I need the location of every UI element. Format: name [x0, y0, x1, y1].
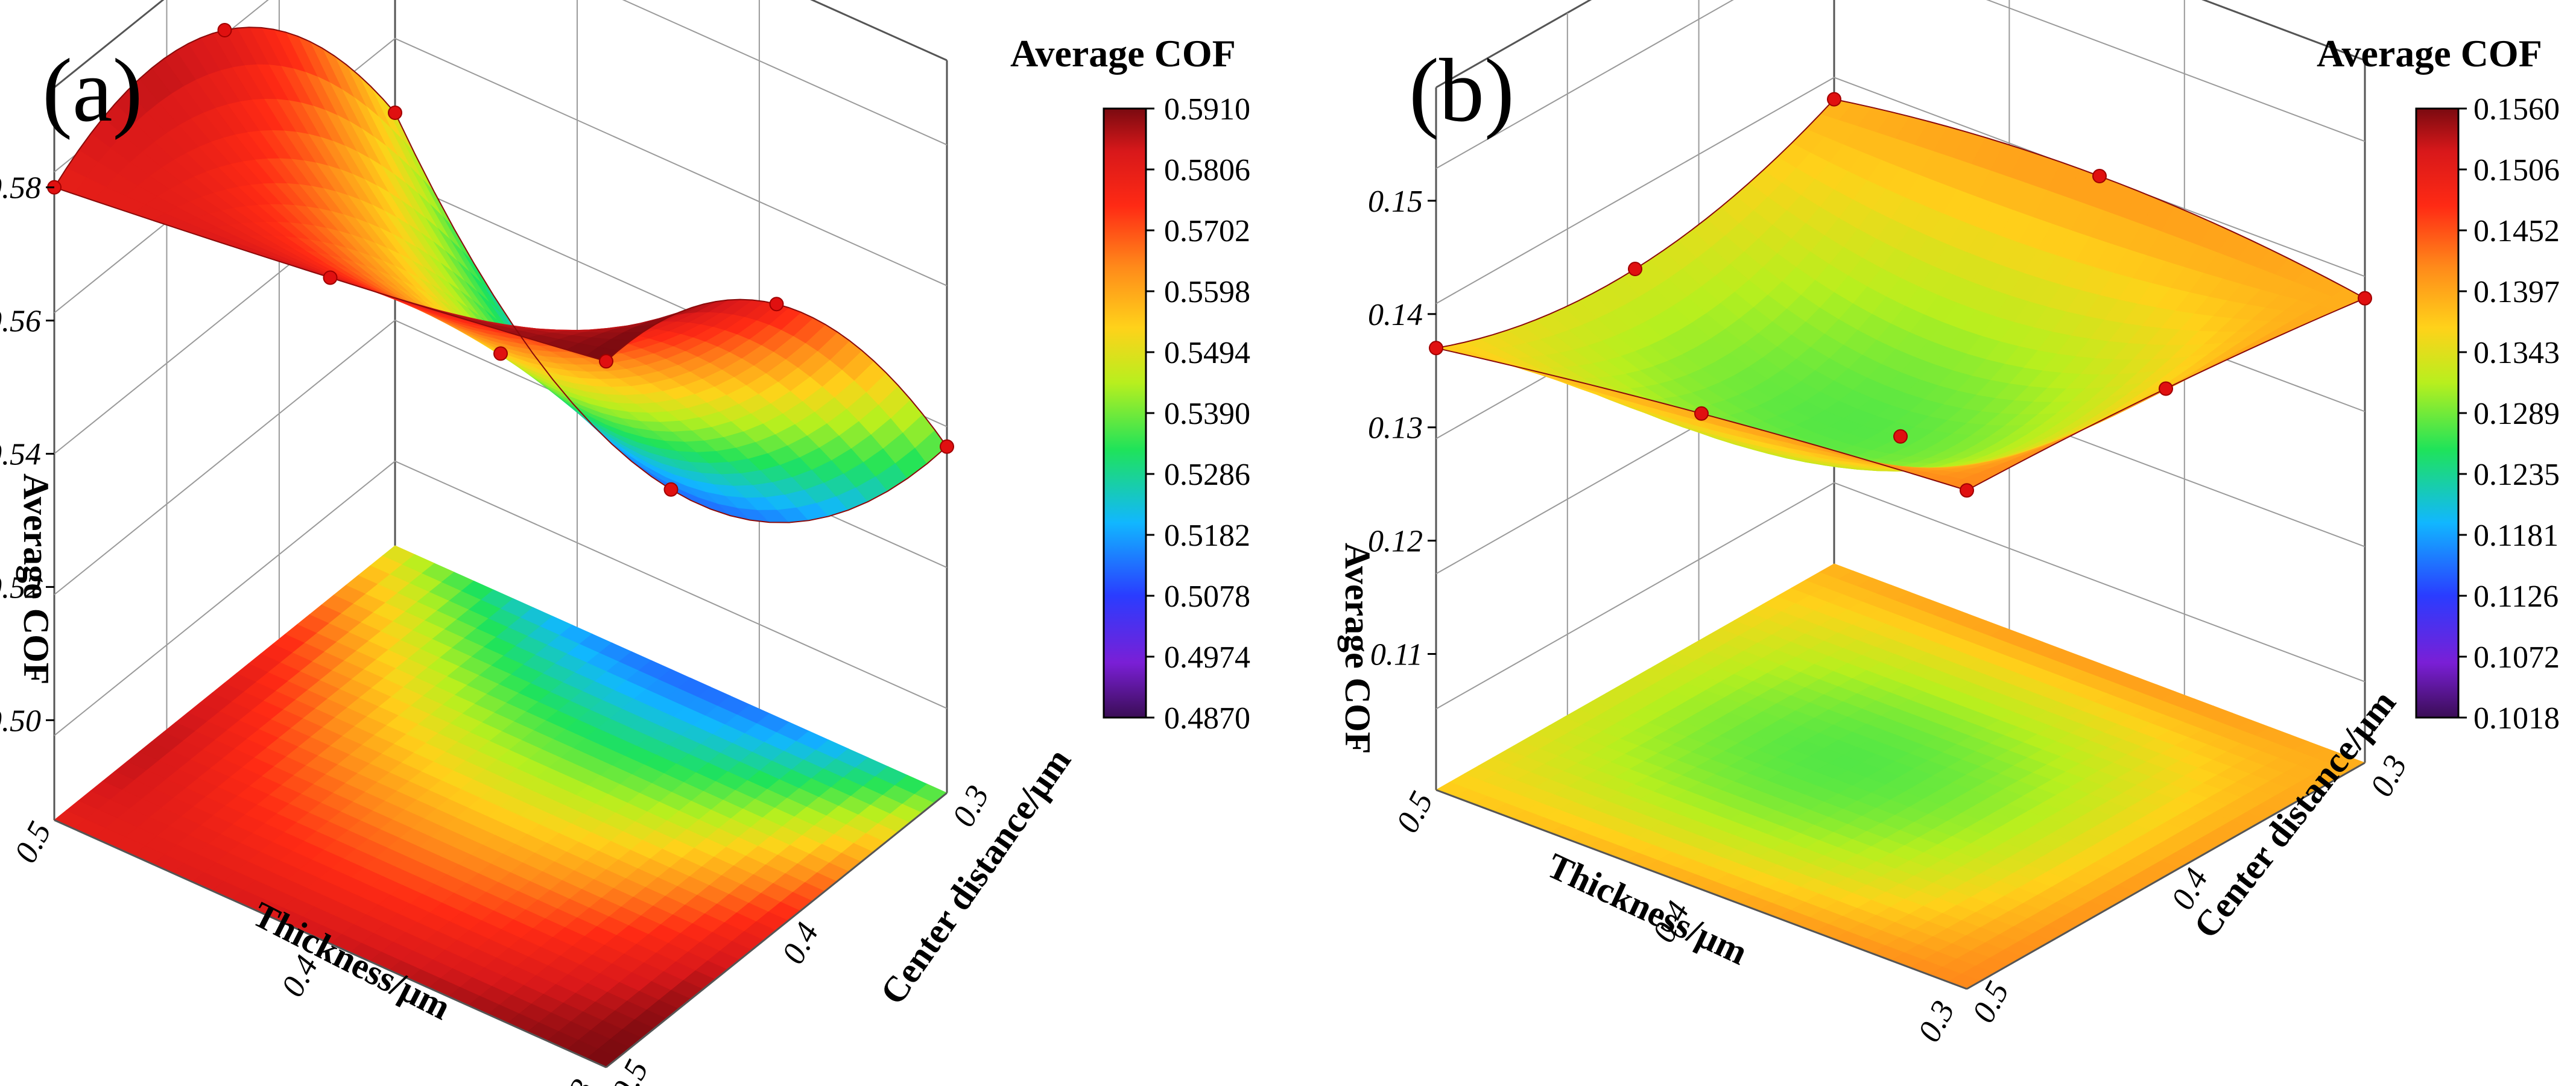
colorbar-tick-label: 0.1506 [2473, 153, 2560, 188]
colorbar-tick-label: 0.1072 [2473, 640, 2560, 675]
chart-panel-b: 0.15 0.14 0.13 0.12 0.11 0.4 0.3 0.5 0.3 0.4 0.5 0.… [1288, 0, 2576, 1086]
z-tick-label: 0.11 [1370, 638, 1423, 672]
floor-contour-map [1435, 563, 2366, 990]
colorbar-tick-label: 0.4974 [1164, 640, 1250, 675]
colorbar-tick-label: 0.1181 [2473, 519, 2559, 553]
data-point [1893, 429, 1908, 444]
colorbar-tick-label: 0.1343 [2473, 336, 2560, 370]
z-axis-title: Average COF [16, 473, 56, 684]
colorbar-tick-label: 0.5702 [1164, 214, 1250, 248]
colorbar-tick-label: 0.5910 [1164, 92, 1250, 127]
data-point [769, 297, 784, 312]
data-point [2358, 291, 2372, 306]
data-point [217, 23, 232, 38]
z-tick-label: 0.54 [0, 438, 41, 472]
data-point [388, 106, 402, 121]
colorbar-tick-label: 0.1452 [2473, 214, 2560, 248]
floor-contour-map [54, 545, 948, 1068]
y-tick-label: 0.3 [2363, 750, 2414, 803]
colorbar-tick-label: 0.5182 [1164, 519, 1250, 553]
data-point [2159, 381, 2173, 396]
colorbar [1103, 107, 1147, 719]
colorbar-title: Average COF [1010, 32, 1236, 75]
colorbar [2415, 107, 2460, 719]
data-point [493, 346, 508, 361]
colorbar-title: Average COF [2317, 32, 2542, 75]
data-point [1694, 406, 1709, 421]
colorbar-tick-label: 0.5078 [1164, 579, 1250, 614]
panel-label: (b) [1409, 40, 1514, 140]
colorbar-tick-label: 0.1126 [2473, 579, 2559, 614]
data-point [599, 354, 613, 369]
z-tick-label: 0.12 [1368, 525, 1423, 559]
surface-mesh [54, 27, 948, 523]
chart-panel-a: 0.580.560.540.520.500.40.30.50.30.40.50.… [0, 0, 1250, 1086]
x-corner-tick-label: 0.5 [7, 816, 59, 869]
panel-label: (a) [42, 40, 142, 140]
colorbar-tick-label: 0.1289 [2473, 397, 2560, 431]
x-corner-tick-label: 0.5 [1389, 786, 1440, 839]
data-point [323, 270, 338, 285]
z-tick-label: 0.50 [0, 704, 41, 738]
data-point [940, 439, 954, 454]
data-point [2092, 169, 2107, 184]
colorbar-tick-label: 0.1235 [2473, 458, 2560, 492]
x-tick-label: 0.3 [1911, 995, 1962, 1048]
colorbar-tick-label: 0.4870 [1164, 701, 1250, 736]
colorbar-tick-label: 0.5390 [1164, 397, 1250, 431]
data-point [1628, 262, 1642, 277]
z-tick-label: 0.56 [0, 305, 41, 339]
surface-mesh [1435, 98, 2366, 491]
z-tick-label: 0.52 [0, 570, 41, 605]
colorbar-tick-label: 0.1397 [2473, 275, 2560, 309]
colorbar-tick-label: 0.1018 [2473, 701, 2560, 736]
colorbar-tick-label: 0.1560 [2473, 92, 2560, 127]
data-point [663, 482, 679, 497]
data-point [1960, 483, 1974, 498]
colorbar-tick-label: 0.5286 [1164, 458, 1250, 492]
surface-plot-b: 0.150.140.130.120.110.40.30.50.30.40.50.… [1338, 0, 2560, 1048]
surface-plot-a: 0.580.560.540.520.500.40.30.50.30.40.50.… [0, 0, 1250, 1086]
z-tick-label: 0.58 [0, 171, 41, 206]
colorbar-tick-label: 0.5598 [1164, 275, 1250, 309]
data-point [1827, 92, 1841, 107]
colorbar-tick-label: 0.5806 [1164, 153, 1250, 188]
data-point [1429, 341, 1443, 356]
colorbar-tick-label: 0.5494 [1164, 336, 1250, 370]
z-axis-title: Average COF [1338, 543, 1378, 754]
z-tick-label: 0.15 [1368, 185, 1423, 219]
x-tick-label: 0.3 [550, 1073, 601, 1086]
z-tick-label: 0.13 [1368, 411, 1423, 446]
z-tick-label: 0.14 [1368, 298, 1423, 332]
